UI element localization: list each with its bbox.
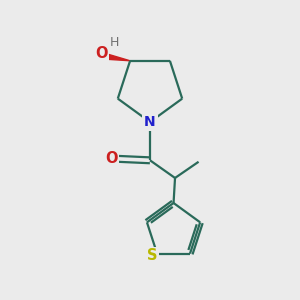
Text: O: O bbox=[95, 46, 108, 61]
Text: N: N bbox=[144, 115, 156, 129]
Text: H: H bbox=[110, 36, 119, 49]
Text: O: O bbox=[105, 151, 117, 166]
Polygon shape bbox=[104, 53, 130, 61]
Text: S: S bbox=[147, 248, 157, 263]
Text: N: N bbox=[144, 115, 156, 129]
